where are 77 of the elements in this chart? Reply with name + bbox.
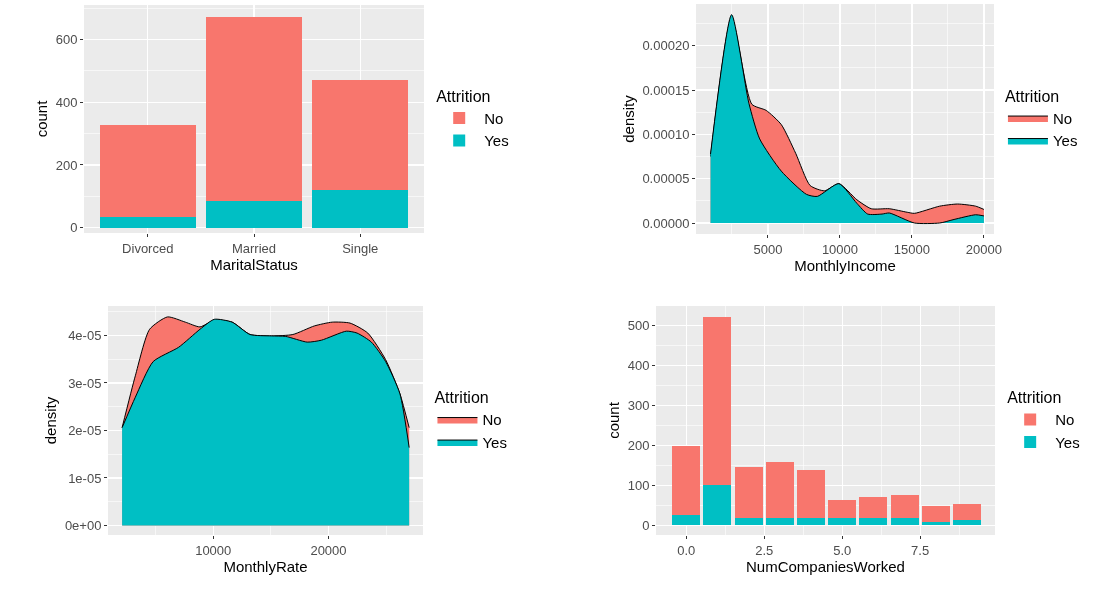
y-tick-label: 500 — [627, 318, 650, 334]
x-axis-title: MonthlyRate — [223, 557, 308, 575]
x-tick-label: Married — [231, 240, 277, 256]
legend-label: Yes — [482, 433, 507, 451]
bar — [99, 217, 196, 228]
bar — [859, 497, 888, 519]
x-tick-label: 0.0 — [677, 542, 696, 558]
y-axis-title: density — [619, 94, 637, 143]
y-tick-label: 4e-05 — [68, 328, 102, 344]
legend-label: No — [1055, 411, 1075, 429]
y-tick-label: 200 — [55, 157, 78, 173]
y-tick-label: 200 — [627, 438, 650, 454]
bar — [796, 518, 826, 526]
legend-title: Attrition — [1007, 389, 1062, 407]
x-tick-label: 10000 — [195, 542, 232, 558]
y-tick-label: 1e-05 — [68, 470, 102, 486]
bar — [703, 316, 732, 486]
legend-label: No — [1052, 109, 1073, 127]
bar — [734, 518, 763, 526]
bar — [765, 461, 794, 519]
x-axis-title: NumCompaniesWorked — [746, 557, 905, 575]
y-tick-label: 0.00005 — [642, 171, 690, 187]
legend-title: Attrition — [1004, 87, 1060, 105]
y-tick-label: 400 — [55, 94, 78, 110]
x-tick-label: 20000 — [965, 241, 1002, 257]
legend-label: Yes — [1055, 433, 1080, 451]
x-tick-label: 7.5 — [911, 542, 930, 558]
bar — [890, 494, 919, 519]
legend-label: Yes — [484, 132, 509, 150]
bar — [672, 446, 701, 516]
bar — [796, 469, 826, 519]
bar — [952, 504, 981, 520]
x-tick-label: 5.0 — [833, 542, 852, 558]
x-tick-label: 10000 — [821, 241, 859, 257]
legend-title: Attrition — [434, 389, 489, 407]
y-tick-label: 600 — [55, 32, 78, 48]
bar — [734, 466, 763, 519]
x-tick-label: 15000 — [893, 241, 931, 257]
bar — [672, 515, 701, 526]
y-tick-label: 0.00020 — [642, 38, 690, 54]
x-tick-label: 2.5 — [755, 542, 774, 558]
bar — [765, 518, 794, 526]
x-tick-label: Divorced — [122, 240, 174, 256]
bar — [312, 80, 409, 191]
bar — [921, 506, 950, 522]
y-tick-label: 0.00010 — [642, 126, 690, 142]
y-tick-label: 0.00000 — [642, 215, 690, 231]
y-tick-label: 100 — [627, 477, 650, 493]
x-axis-title: MaritalStatus — [210, 255, 298, 273]
legend-label: No — [484, 109, 504, 127]
bar — [206, 16, 302, 202]
y-axis-title: density — [42, 396, 60, 445]
bar — [312, 190, 409, 228]
bar — [828, 518, 857, 526]
y-tick-label: 0 — [642, 517, 650, 533]
y-tick-label: 0e+00 — [64, 518, 102, 534]
legend-label: No — [482, 411, 502, 429]
bar — [99, 125, 196, 218]
x-tick-label: Single — [342, 240, 379, 256]
legend-label: Yes — [1052, 132, 1078, 150]
legend-title: Attrition — [436, 87, 491, 105]
bar — [859, 518, 888, 526]
bar — [206, 201, 302, 228]
y-tick-label: 400 — [627, 358, 650, 374]
x-tick-label: 5000 — [753, 241, 783, 257]
y-tick-label: 3e-05 — [68, 375, 102, 391]
y-axis-title: count — [32, 99, 50, 138]
x-tick-label: 20000 — [310, 542, 347, 558]
y-tick-label: 0 — [70, 220, 78, 236]
y-tick-label: 0.00015 — [642, 82, 690, 98]
y-tick-label: 300 — [627, 398, 650, 414]
x-axis-title: MonthlyIncome — [794, 256, 896, 274]
y-axis-title: count — [604, 401, 622, 439]
bar — [828, 500, 857, 519]
y-tick-label: 2e-05 — [68, 423, 102, 439]
bar — [703, 485, 732, 526]
bar — [890, 518, 919, 526]
